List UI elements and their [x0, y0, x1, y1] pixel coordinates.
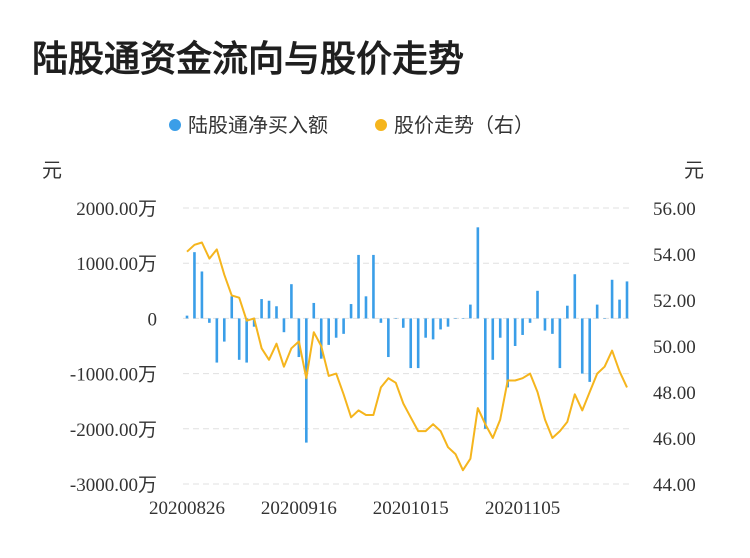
bar — [409, 318, 413, 369]
right-tick-label: 50.00 — [653, 337, 696, 358]
bar — [528, 318, 532, 323]
x-tick-label: 20201105 — [485, 498, 560, 519]
bar — [327, 318, 330, 345]
bar — [185, 315, 189, 319]
bar — [551, 318, 554, 334]
bar — [580, 318, 584, 374]
bar — [603, 318, 606, 319]
bar-series — [185, 227, 629, 443]
bar — [312, 302, 316, 319]
left-tick-label: 0 — [148, 309, 158, 330]
left-tick-label: 1000.00万 — [76, 254, 157, 275]
bar — [439, 318, 442, 330]
right-axis: 56.00 54.00 52.00 50.00 48.00 46.00 44.00 — [653, 199, 696, 496]
bar — [618, 299, 621, 319]
bar — [558, 318, 562, 369]
bar — [260, 299, 263, 319]
bar — [595, 304, 599, 319]
bar — [290, 284, 293, 319]
bar — [625, 281, 629, 319]
bar — [387, 318, 390, 358]
right-tick-label: 46.00 — [653, 429, 696, 450]
bar — [394, 318, 398, 319]
bar — [282, 318, 286, 333]
legend-line-label: 股价走势（右） — [394, 113, 534, 137]
bar — [372, 254, 375, 319]
bar — [297, 318, 301, 358]
bar — [275, 306, 278, 319]
legend: 陆股通净买入额 股价走势（右） — [169, 113, 534, 137]
bar — [424, 318, 427, 338]
x-axis: 20200826 20200916 20201015 20201105 — [149, 498, 560, 519]
left-tick-label: 2000.00万 — [76, 199, 157, 220]
bar — [200, 271, 204, 319]
bar — [416, 318, 420, 369]
bar — [193, 252, 196, 319]
left-tick-label: -3000.00万 — [70, 475, 157, 496]
bar — [536, 290, 539, 319]
price-line — [186, 241, 628, 472]
x-tick-label: 20201015 — [373, 498, 449, 519]
bar — [334, 318, 338, 338]
bar — [588, 318, 592, 382]
bar — [319, 318, 323, 359]
bar — [573, 274, 577, 319]
bar — [208, 318, 211, 323]
bar — [305, 318, 308, 443]
bar — [237, 318, 241, 360]
bar — [476, 227, 480, 319]
right-tick-label: 44.00 — [653, 475, 696, 496]
bar — [454, 318, 457, 319]
legend-bar-marker — [169, 119, 181, 131]
bar — [461, 318, 465, 319]
right-tick-label: 48.00 — [653, 383, 696, 404]
right-tick-label: 54.00 — [653, 245, 696, 266]
bar — [498, 318, 502, 338]
x-tick-label: 20200916 — [261, 498, 337, 519]
chart-title: 陆股通资金流向与股价走势 — [32, 39, 465, 80]
bar — [357, 254, 360, 319]
bar — [543, 318, 547, 331]
bar — [506, 318, 509, 388]
bar — [364, 296, 368, 319]
bar — [215, 318, 219, 363]
bar — [222, 318, 226, 342]
left-tick-label: -2000.00万 — [70, 420, 157, 441]
bar — [446, 318, 450, 327]
bar — [349, 304, 353, 319]
bar — [267, 300, 271, 319]
bar — [245, 318, 248, 363]
x-tick-label: 20200826 — [149, 498, 225, 519]
right-tick-label: 56.00 — [653, 199, 696, 220]
bar — [379, 318, 383, 323]
line-series — [186, 241, 628, 472]
left-tick-label: -1000.00万 — [70, 365, 157, 386]
legend-line-marker — [375, 119, 387, 131]
right-tick-label: 52.00 — [653, 291, 696, 312]
right-axis-unit: 元 — [684, 158, 704, 182]
left-axis-unit: 元 — [42, 158, 62, 182]
bar — [491, 318, 495, 360]
left-axis: 2000.00万 1000.00万 0 -1000.00万 -2000.00万 -3000… — [70, 199, 157, 496]
bar — [513, 318, 517, 346]
bar — [610, 279, 614, 319]
grid — [183, 207, 630, 485]
bar — [342, 318, 345, 334]
legend-bar-label: 陆股通净买入额 — [188, 113, 328, 137]
bar — [469, 304, 472, 319]
bar — [521, 318, 524, 335]
bar — [230, 296, 234, 319]
bar — [566, 305, 569, 319]
bar — [484, 318, 487, 429]
bar — [401, 318, 405, 328]
bar — [431, 318, 435, 340]
